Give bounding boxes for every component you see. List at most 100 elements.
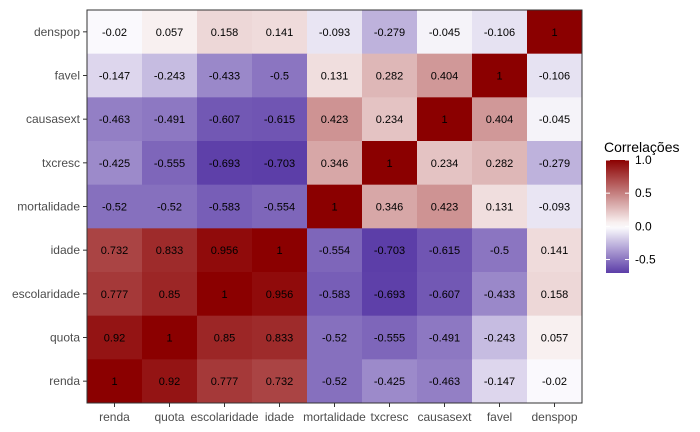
- cell-label-idade-mortalidade: -0.554: [319, 245, 350, 257]
- cell-idade-idade: [252, 228, 308, 273]
- cell-label-quota-escolaridade: 0.85: [214, 333, 235, 345]
- cell-label-denspop-mortalidade: -0.093: [319, 27, 350, 39]
- cell-quota-mortalidade: [307, 315, 363, 360]
- cell-label-causasext-causasext: 1: [441, 114, 447, 126]
- legend-ticks: 1.0 0.5 0.0 -0.5: [606, 153, 656, 267]
- cell-favel-renda: [87, 53, 143, 98]
- cell-mortalidade-txcresc: [362, 184, 418, 229]
- legend-title: Correlações: [604, 139, 679, 155]
- cell-label-favel-txcresc: 0.282: [376, 71, 404, 83]
- cell-quota-causasext: [417, 315, 473, 360]
- cell-label-renda-escolaridade: 0.777: [211, 376, 239, 388]
- cell-label-idade-causasext: -0.615: [429, 245, 460, 257]
- cell-favel-favel: [472, 53, 528, 98]
- cell-quota-renda: [87, 315, 143, 360]
- cell-label-causasext-escolaridade: -0.607: [209, 114, 240, 126]
- cell-escolaridade-txcresc: [362, 272, 418, 317]
- cell-label-idade-denspop: 0.141: [541, 245, 569, 257]
- cell-label-favel-causasext: 0.404: [431, 71, 459, 83]
- cell-denspop-renda: [87, 10, 143, 55]
- cell-denspop-denspop: [527, 10, 583, 55]
- cell-label-escolaridade-favel: -0.433: [484, 289, 515, 301]
- cell-label-txcresc-causasext: 0.234: [431, 158, 459, 170]
- cell-escolaridade-quota: [142, 272, 198, 317]
- cell-label-renda-denspop: -0.02: [542, 376, 567, 388]
- cell-label-quota-renda: 0.92: [104, 333, 125, 345]
- cell-label-renda-idade: 0.732: [266, 376, 294, 388]
- cell-label-mortalidade-escolaridade: -0.583: [209, 202, 240, 214]
- cell-label-quota-quota: 1: [166, 333, 172, 345]
- cell-label-escolaridade-txcresc: -0.693: [374, 289, 405, 301]
- cell-label-escolaridade-quota: 0.85: [159, 289, 180, 301]
- cell-label-mortalidade-txcresc: 0.346: [376, 202, 404, 214]
- cell-favel-quota: [142, 53, 198, 98]
- cell-label-mortalidade-denspop: -0.093: [539, 202, 570, 214]
- cell-denspop-escolaridade: [197, 10, 253, 55]
- y-tick-label-idade: idade: [51, 243, 81, 257]
- cell-label-txcresc-favel: 0.282: [486, 158, 514, 170]
- cell-mortalidade-mortalidade: [307, 184, 363, 229]
- cell-renda-txcresc: [362, 359, 418, 404]
- cell-quota-favel: [472, 315, 528, 360]
- cell-txcresc-causasext: [417, 141, 473, 186]
- cell-favel-txcresc: [362, 53, 418, 98]
- cell-favel-causasext: [417, 53, 473, 98]
- cell-label-renda-txcresc: -0.425: [374, 376, 405, 388]
- cell-quota-idade: [252, 315, 308, 360]
- y-tick-label-escolaridade: escolaridade: [12, 287, 80, 301]
- cell-label-txcresc-quota: -0.555: [154, 158, 185, 170]
- cell-label-quota-favel: -0.243: [484, 333, 515, 345]
- cell-causasext-favel: [472, 97, 528, 142]
- cell-label-txcresc-idade: -0.703: [264, 158, 295, 170]
- y-tick-label-favel: favel: [55, 69, 80, 83]
- y-tick-label-renda: renda: [49, 374, 80, 388]
- cell-quota-denspop: [527, 315, 583, 360]
- cell-label-quota-idade: 0.833: [266, 333, 294, 345]
- cell-favel-denspop: [527, 53, 583, 98]
- cell-label-renda-causasext: -0.463: [429, 376, 460, 388]
- cell-denspop-mortalidade: [307, 10, 363, 55]
- cell-txcresc-favel: [472, 141, 528, 186]
- cell-label-idade-renda: 0.732: [101, 245, 129, 257]
- cell-causasext-causasext: [417, 97, 473, 142]
- y-tick-label-denspop: denspop: [34, 25, 80, 39]
- cell-label-denspop-renda: -0.02: [102, 27, 127, 39]
- cell-label-denspop-txcresc: -0.279: [374, 27, 405, 39]
- x-tick-label-idade: idade: [265, 410, 295, 424]
- cell-idade-quota: [142, 228, 198, 273]
- legend-tick-label: 0.5: [635, 186, 652, 200]
- cell-label-quota-txcresc: -0.555: [374, 333, 405, 345]
- cell-label-renda-mortalidade: -0.52: [322, 376, 347, 388]
- cell-renda-mortalidade: [307, 359, 363, 404]
- cell-value-labels: -0.02 0.057 0.158 0.141 -0.093 -0.279 -0.045 -0…: [99, 27, 570, 388]
- cell-idade-denspop: [527, 228, 583, 273]
- cell-quota-quota: [142, 315, 198, 360]
- cell-denspop-idade: [252, 10, 308, 55]
- cell-causasext-escolaridade: [197, 97, 253, 142]
- cell-label-causasext-quota: -0.491: [154, 114, 185, 126]
- cell-mortalidade-escolaridade: [197, 184, 253, 229]
- cell-mortalidade-idade: [252, 184, 308, 229]
- cell-idade-renda: [87, 228, 143, 273]
- cell-label-favel-escolaridade: -0.433: [209, 71, 240, 83]
- x-tick-label-txcresc: txcresc: [370, 410, 408, 424]
- cell-label-favel-mortalidade: 0.131: [321, 71, 349, 83]
- cell-label-quota-causasext: -0.491: [429, 333, 460, 345]
- x-tick-label-quota: quota: [154, 410, 184, 424]
- cell-idade-txcresc: [362, 228, 418, 273]
- cell-label-denspop-denspop: 1: [551, 27, 557, 39]
- cell-label-mortalidade-idade: -0.554: [264, 202, 295, 214]
- cell-txcresc-idade: [252, 141, 308, 186]
- cell-label-mortalidade-quota: -0.52: [157, 202, 182, 214]
- legend-tick-label: 0.0: [635, 219, 652, 233]
- cell-label-denspop-favel: -0.106: [484, 27, 515, 39]
- cell-escolaridade-causasext: [417, 272, 473, 317]
- x-tick-label-favel: favel: [487, 410, 512, 424]
- cell-renda-causasext: [417, 359, 473, 404]
- y-tick-label-causasext: causasext: [26, 112, 81, 126]
- cell-label-txcresc-denspop: -0.279: [539, 158, 570, 170]
- cell-denspop-txcresc: [362, 10, 418, 55]
- y-tick-label-mortalidade: mortalidade: [17, 200, 80, 214]
- legend: Correlações 1.0 0.5 0.0 -0.5: [604, 139, 679, 273]
- cell-label-favel-renda: -0.147: [99, 71, 130, 83]
